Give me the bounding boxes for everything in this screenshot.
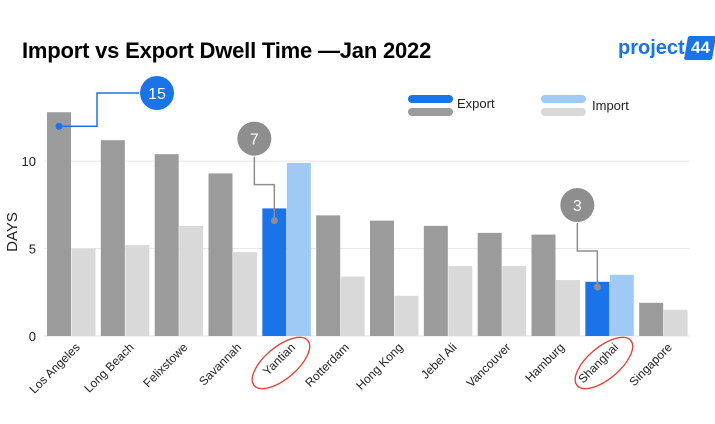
bar-import-long-beach: [125, 245, 150, 336]
x-tick-label: Yantian: [260, 340, 298, 378]
x-tick-label: Felixstowe: [140, 340, 190, 390]
bar-export-felixstowe: [154, 154, 179, 336]
bar-export-hong-kong: [370, 220, 394, 336]
gridlines: [44, 160, 690, 337]
annotation-label-yantian: 7: [250, 132, 259, 149]
annotation-leader-los-angeles: [59, 92, 139, 127]
annotation-leader-yantian: [253, 156, 276, 221]
bar-import-hamburg: [556, 280, 580, 336]
annotation-bubble-shanghai: [560, 188, 595, 223]
legend: Export Import: [408, 95, 629, 116]
annotation-label-los-angeles: 15: [148, 86, 166, 103]
annotation-point-shanghai: [593, 283, 601, 291]
annotation-point-yantian: [270, 217, 278, 225]
x-tick-label: Jebel Ali: [418, 340, 460, 382]
bar-export-vancouver: [477, 232, 502, 336]
bar-export-savannah: [208, 173, 233, 336]
bar-export-long-beach: [100, 140, 125, 336]
legend-label-import: Import: [592, 98, 629, 113]
bar-export-yantian: [262, 208, 287, 336]
y-tick-label: 10: [22, 154, 36, 169]
brand-name: project: [618, 36, 685, 59]
bar-import-hong-kong: [394, 295, 419, 336]
bar-import-yantian: [286, 162, 311, 336]
chart-title: Import vs Export Dwell Time —Jan 2022: [22, 38, 432, 63]
x-tick-label: Savannah: [196, 340, 244, 388]
annotation-leader-shanghai: [576, 223, 599, 288]
y-tick-label: 5: [29, 242, 36, 257]
bar-import-rotterdam: [340, 276, 365, 336]
y-tick-label: 0: [29, 329, 36, 344]
highlight-circle-yantian: [251, 336, 311, 390]
x-tick-label: Singapore: [626, 340, 675, 389]
bar-import-los-angeles: [71, 248, 96, 336]
bar-export-jebel-ali: [423, 225, 448, 336]
legend-swatch-import-highlight: [541, 95, 586, 103]
bar-import-shanghai: [609, 274, 634, 336]
bar-import-vancouver: [502, 266, 527, 336]
bar-import-felixstowe: [179, 225, 204, 336]
bars: [47, 112, 688, 337]
highlight-circle-shanghai: [574, 336, 634, 390]
x-tick-label: Los Angeles: [27, 340, 83, 396]
annotation-point-los-angeles: [55, 122, 63, 130]
y-axis-ticks: 0 5 10: [22, 154, 36, 344]
bar-export-singapore: [639, 302, 664, 336]
bar-export-los-angeles: [47, 112, 71, 337]
bar-import-singapore: [663, 309, 688, 336]
bar-export-rotterdam: [316, 215, 341, 336]
bar-import-jebel-ali: [448, 266, 473, 336]
x-tick-label: Hamburg: [522, 340, 567, 385]
category-highlights: [251, 336, 634, 390]
legend-label-export: Export: [457, 96, 495, 111]
legend-swatch-export: [408, 108, 453, 116]
bar-export-shanghai: [585, 281, 610, 336]
annotation-bubble-los-angeles: [140, 76, 174, 110]
bar-import-savannah: [233, 252, 257, 336]
y-axis-label: DAYS: [4, 212, 21, 252]
brand-logo: project 44: [618, 36, 715, 60]
x-tick-label: Vancouver: [464, 340, 514, 390]
bar-export-hamburg: [531, 234, 556, 336]
annotation-bubble-yantian: [237, 121, 272, 156]
legend-swatch-import: [541, 108, 586, 116]
annotation-label-shanghai: 3: [573, 198, 582, 215]
legend-swatch-export-highlight: [408, 95, 453, 103]
x-tick-label: Long Beach: [81, 340, 136, 395]
x-tick-label: Hong Kong: [353, 340, 405, 392]
